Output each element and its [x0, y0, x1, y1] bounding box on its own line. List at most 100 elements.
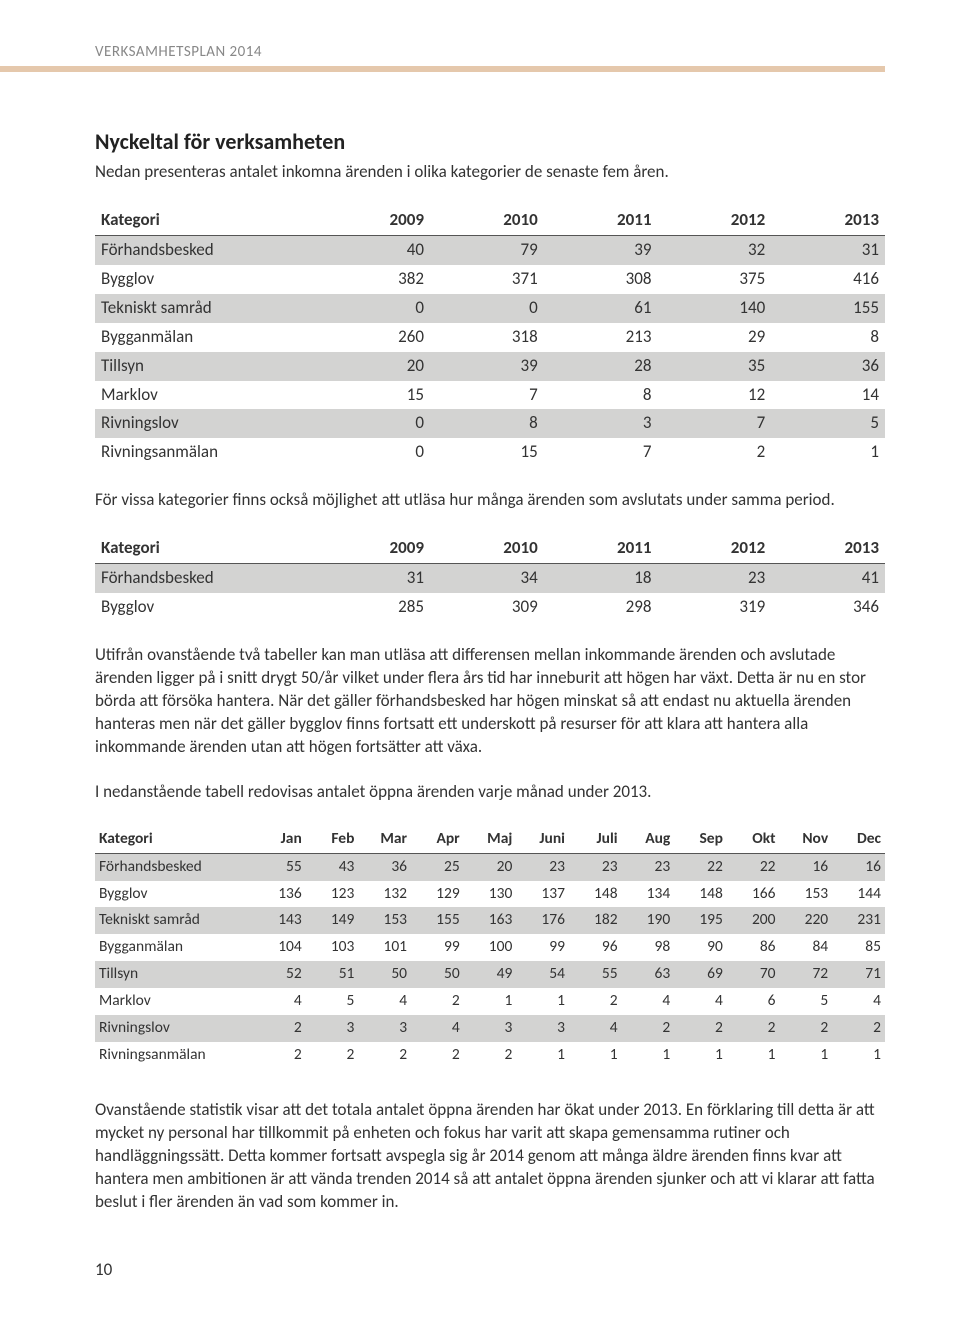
table-cell: Rivningslov — [95, 409, 316, 438]
table-cell: 29 — [657, 323, 771, 352]
table-cell: 298 — [544, 593, 658, 622]
table-cell: 144 — [832, 881, 885, 908]
header-rule — [0, 66, 885, 72]
table-cell: 40 — [316, 235, 430, 264]
table-row: Tillsyn2039283536 — [95, 352, 885, 381]
paragraph-4: Ovanstående statistik visar att det tota… — [95, 1099, 885, 1214]
table-header-cell: 2009 — [316, 534, 430, 563]
table-cell: Bygganmälan — [95, 323, 316, 352]
table-cell: 101 — [358, 934, 411, 961]
table-cell: 148 — [569, 881, 622, 908]
table-cell: 63 — [622, 961, 675, 988]
table-cell: 50 — [411, 961, 464, 988]
table-header-cell: Juli — [569, 826, 622, 853]
table-cell: 382 — [316, 265, 430, 294]
table-cell: 2 — [569, 988, 622, 1015]
table-cell: 22 — [727, 853, 780, 880]
table-cell: 4 — [253, 988, 306, 1015]
table-cell: 2 — [832, 1015, 885, 1042]
table-header-cell: Dec — [832, 826, 885, 853]
table-cell: 2 — [657, 438, 771, 467]
table-row: Bygglov382371308375416 — [95, 265, 885, 294]
table-cell: 7 — [657, 409, 771, 438]
table-cell: 103 — [306, 934, 359, 961]
table-cell: 163 — [464, 907, 517, 934]
table-header-cell: 2010 — [430, 534, 544, 563]
table-cell: 371 — [430, 265, 544, 294]
table-cell: 176 — [516, 907, 569, 934]
table-cell: 18 — [544, 564, 658, 593]
table-cell: 2 — [464, 1042, 517, 1069]
table-cell: 4 — [674, 988, 727, 1015]
table-cell: 28 — [544, 352, 658, 381]
table-cell: 15 — [430, 438, 544, 467]
table-cell: Förhandsbesked — [95, 235, 316, 264]
table-cell: 2 — [780, 1015, 833, 1042]
table-cell: 1 — [674, 1042, 727, 1069]
table-cell: 130 — [464, 881, 517, 908]
table-cell: 31 — [316, 564, 430, 593]
table-header-cell: Kategori — [95, 206, 316, 235]
table-row: Rivningsanmälan222221111111 — [95, 1042, 885, 1069]
table-cell: 16 — [780, 853, 833, 880]
table-cell: Marklov — [95, 381, 316, 410]
table-header-cell: Kategori — [95, 534, 316, 563]
table-cell: 8 — [544, 381, 658, 410]
table-cell: 39 — [430, 352, 544, 381]
table-monthly-open: KategoriJanFebMarAprMajJuniJuliAugSepOkt… — [95, 826, 885, 1069]
table-cell: 308 — [544, 265, 658, 294]
table-header-cell: 2012 — [657, 206, 771, 235]
section-intro: Nedan presenteras antalet inkomna ärende… — [95, 161, 885, 184]
table-cell: 100 — [464, 934, 517, 961]
table-row: Marklov454211244654 — [95, 988, 885, 1015]
table-cell: Rivningslov — [95, 1015, 253, 1042]
table-cell: Bygglov — [95, 593, 316, 622]
table-cell: 7 — [430, 381, 544, 410]
table-cell: 231 — [832, 907, 885, 934]
table-cell: 1 — [727, 1042, 780, 1069]
table-cell: 123 — [306, 881, 359, 908]
table-header-cell: 2011 — [544, 206, 658, 235]
table-cell: 25 — [411, 853, 464, 880]
section-title: Nyckeltal för verksamheten — [95, 127, 885, 157]
table-cell: 137 — [516, 881, 569, 908]
table-cell: 12 — [657, 381, 771, 410]
table-incoming-cases: Kategori20092010201120122013Förhandsbesk… — [95, 206, 885, 467]
table-cell: 7 — [544, 438, 658, 467]
table-cell: Tillsyn — [95, 352, 316, 381]
table-cell: 50 — [358, 961, 411, 988]
table-cell: 41 — [771, 564, 885, 593]
table-row: Bygganmälan260318213298 — [95, 323, 885, 352]
table-header-cell: Maj — [464, 826, 517, 853]
table-cell: 20 — [316, 352, 430, 381]
table-cell: 148 — [674, 881, 727, 908]
table-row: Tekniskt samråd0061140155 — [95, 294, 885, 323]
document-page: VERKSAMHETSPLAN 2014 Nyckeltal för verks… — [0, 0, 960, 1332]
table-cell: 2 — [358, 1042, 411, 1069]
table-cell: 0 — [316, 409, 430, 438]
table-cell: Bygglov — [95, 881, 253, 908]
table-cell: 4 — [569, 1015, 622, 1042]
table-cell: 155 — [411, 907, 464, 934]
table-cell: 8 — [771, 323, 885, 352]
table-cell: Rivningsanmälan — [95, 438, 316, 467]
table-cell: 23 — [657, 564, 771, 593]
table-header-cell: Aug — [622, 826, 675, 853]
table-header-cell: Nov — [780, 826, 833, 853]
table-cell: 16 — [832, 853, 885, 880]
table-cell: 5 — [771, 409, 885, 438]
running-header: VERKSAMHETSPLAN 2014 — [95, 42, 885, 62]
table-cell: 70 — [727, 961, 780, 988]
table-cell: 3 — [544, 409, 658, 438]
table-cell: 143 — [253, 907, 306, 934]
table-cell: 375 — [657, 265, 771, 294]
table-cell: Förhandsbesked — [95, 853, 253, 880]
table-cell: 190 — [622, 907, 675, 934]
table-cell: 2 — [674, 1015, 727, 1042]
table-cell: 0 — [316, 438, 430, 467]
table-cell: 32 — [657, 235, 771, 264]
table-cell: 23 — [622, 853, 675, 880]
table-cell: 61 — [544, 294, 658, 323]
table-cell: 149 — [306, 907, 359, 934]
table-cell: Rivningsanmälan — [95, 1042, 253, 1069]
